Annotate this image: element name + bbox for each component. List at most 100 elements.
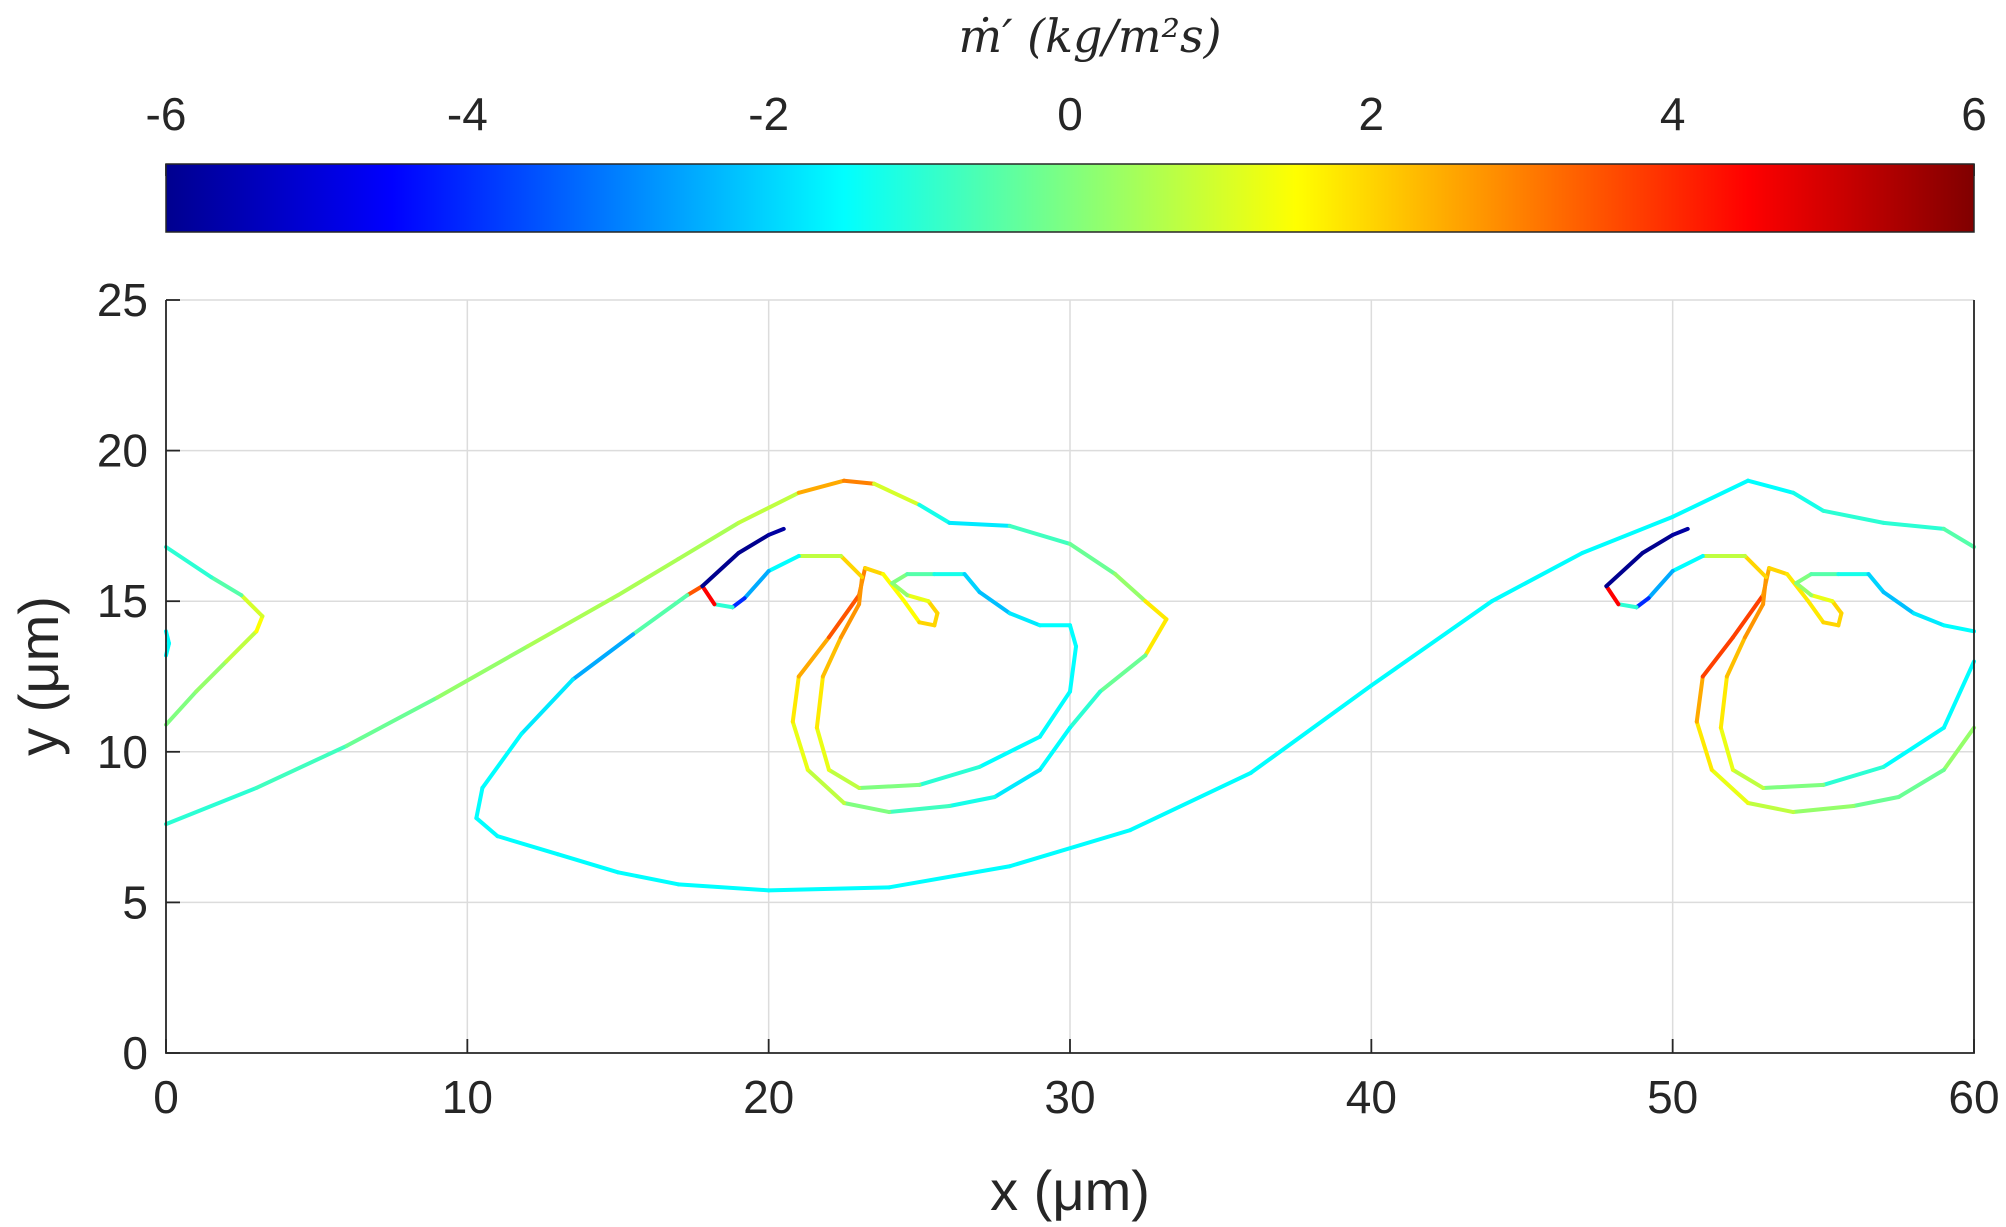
curve-segment (1748, 803, 1793, 812)
curve-segment (1944, 728, 1974, 770)
curve-segment (1697, 722, 1712, 770)
interface-curve-inner-interface (166, 547, 262, 725)
curve-segment (1944, 625, 1974, 631)
interface-curve-inner-loop-periodic (1606, 556, 1974, 788)
curve-segment (1763, 577, 1766, 604)
y-tick-label: 20 (97, 425, 148, 477)
x-tick-label: 40 (1346, 1071, 1397, 1123)
colorbar-tick-label: -6 (146, 88, 187, 140)
curve-segment (739, 535, 769, 553)
plot-area: 0102030405060 0510152025 (97, 274, 2000, 1123)
curve-segment (829, 770, 859, 788)
curve-segment (995, 770, 1040, 797)
curve-segment (558, 854, 618, 872)
colorbar-tick-label: 0 (1057, 88, 1083, 140)
curve-segment (211, 577, 241, 595)
curve-segment (618, 872, 678, 884)
colorbar-label: ṁ′ (kg/m²s) (958, 9, 1221, 63)
curve-segment (1145, 601, 1166, 619)
y-tick-label: 10 (97, 726, 148, 778)
colorbar-tick-label: -2 (748, 88, 789, 140)
colorbar-tick-label: -4 (447, 88, 488, 140)
y-tick-label: 0 (122, 1027, 148, 1079)
curve-segment (928, 601, 937, 613)
curve-segment (1100, 655, 1145, 691)
curve-segment (166, 547, 211, 577)
curve-segment (1251, 686, 1372, 773)
curve-segment (678, 523, 738, 559)
curve-segment (1115, 574, 1145, 601)
curve-segment (1808, 601, 1823, 622)
curve-segment (1010, 526, 1070, 544)
curve-segment (793, 677, 799, 722)
curve-segment (892, 574, 907, 583)
curve-segment (1811, 595, 1832, 601)
curve-segment (1853, 797, 1898, 806)
y-tick-label: 15 (97, 575, 148, 627)
curve-segment (573, 634, 633, 679)
curve-segment (1371, 601, 1492, 685)
curve-segment (714, 604, 732, 607)
curve-segment (733, 598, 745, 607)
curve-segment (1643, 535, 1673, 553)
curve-segment (1796, 574, 1811, 583)
curve-segment (817, 728, 829, 770)
y-ticks: 0510152025 (97, 274, 180, 1079)
curve-segment (745, 571, 769, 598)
curve-segment (965, 574, 980, 592)
curve-segment (1721, 728, 1733, 770)
curve-segment (1869, 574, 1884, 592)
curve-segment (859, 785, 919, 788)
curve-segment (687, 586, 702, 595)
curve-segment (1040, 728, 1070, 770)
curve-segment (1618, 604, 1636, 607)
curve-segment (919, 622, 934, 625)
y-axis-label: y (μm) (7, 596, 70, 756)
x-tick-label: 50 (1647, 1071, 1698, 1123)
curve-segment (1649, 571, 1673, 598)
colorbar-tick-label: 6 (1961, 88, 1987, 140)
curve-segment (1070, 692, 1100, 728)
curve-segment (482, 734, 521, 788)
curve-segment (1944, 661, 1974, 727)
curve-segment (702, 553, 738, 586)
curve-segment (1899, 770, 1944, 797)
curve-segment (522, 680, 573, 734)
colorbar-gradient (166, 164, 1974, 232)
x-tick-label: 30 (1044, 1071, 1095, 1123)
curve-segment (1606, 553, 1642, 586)
curve-segment (1582, 517, 1672, 553)
y-tick-label: 25 (97, 274, 148, 326)
curve-segment (907, 595, 928, 601)
curve-segment (1914, 613, 1944, 625)
curve-segment (1721, 677, 1727, 728)
x-tick-label: 60 (1948, 1071, 1999, 1123)
curve-segment (769, 556, 799, 571)
curve-segment (1492, 553, 1582, 601)
curve-segment (1748, 481, 1793, 493)
curve-segment (980, 592, 1010, 613)
curve-segment (1130, 773, 1251, 830)
curve-segment (1823, 767, 1883, 785)
curve-segment (1673, 529, 1688, 535)
curve-segment (1673, 556, 1703, 571)
curve-segment (1733, 770, 1763, 788)
curve-segment (528, 595, 618, 646)
curve-segment (889, 806, 949, 812)
curve-segment (347, 698, 437, 746)
curve-segment (1637, 598, 1649, 607)
curve-segment (817, 677, 823, 728)
curve-segment (904, 601, 919, 622)
curve-segment (1793, 806, 1853, 812)
colorbar: ṁ′ (kg/m²s) -6-4-20246 (146, 9, 1987, 232)
curve-segment (241, 595, 262, 616)
x-axis-label: x (μm) (990, 1159, 1150, 1222)
colorbar-tick-label: 4 (1660, 88, 1686, 140)
curve-segment (1823, 511, 1883, 523)
curve-segment (844, 481, 874, 484)
curve-segment (476, 788, 482, 818)
curve-segment (1673, 481, 1748, 517)
curve-segment (166, 788, 256, 824)
curve-segment (919, 767, 979, 785)
